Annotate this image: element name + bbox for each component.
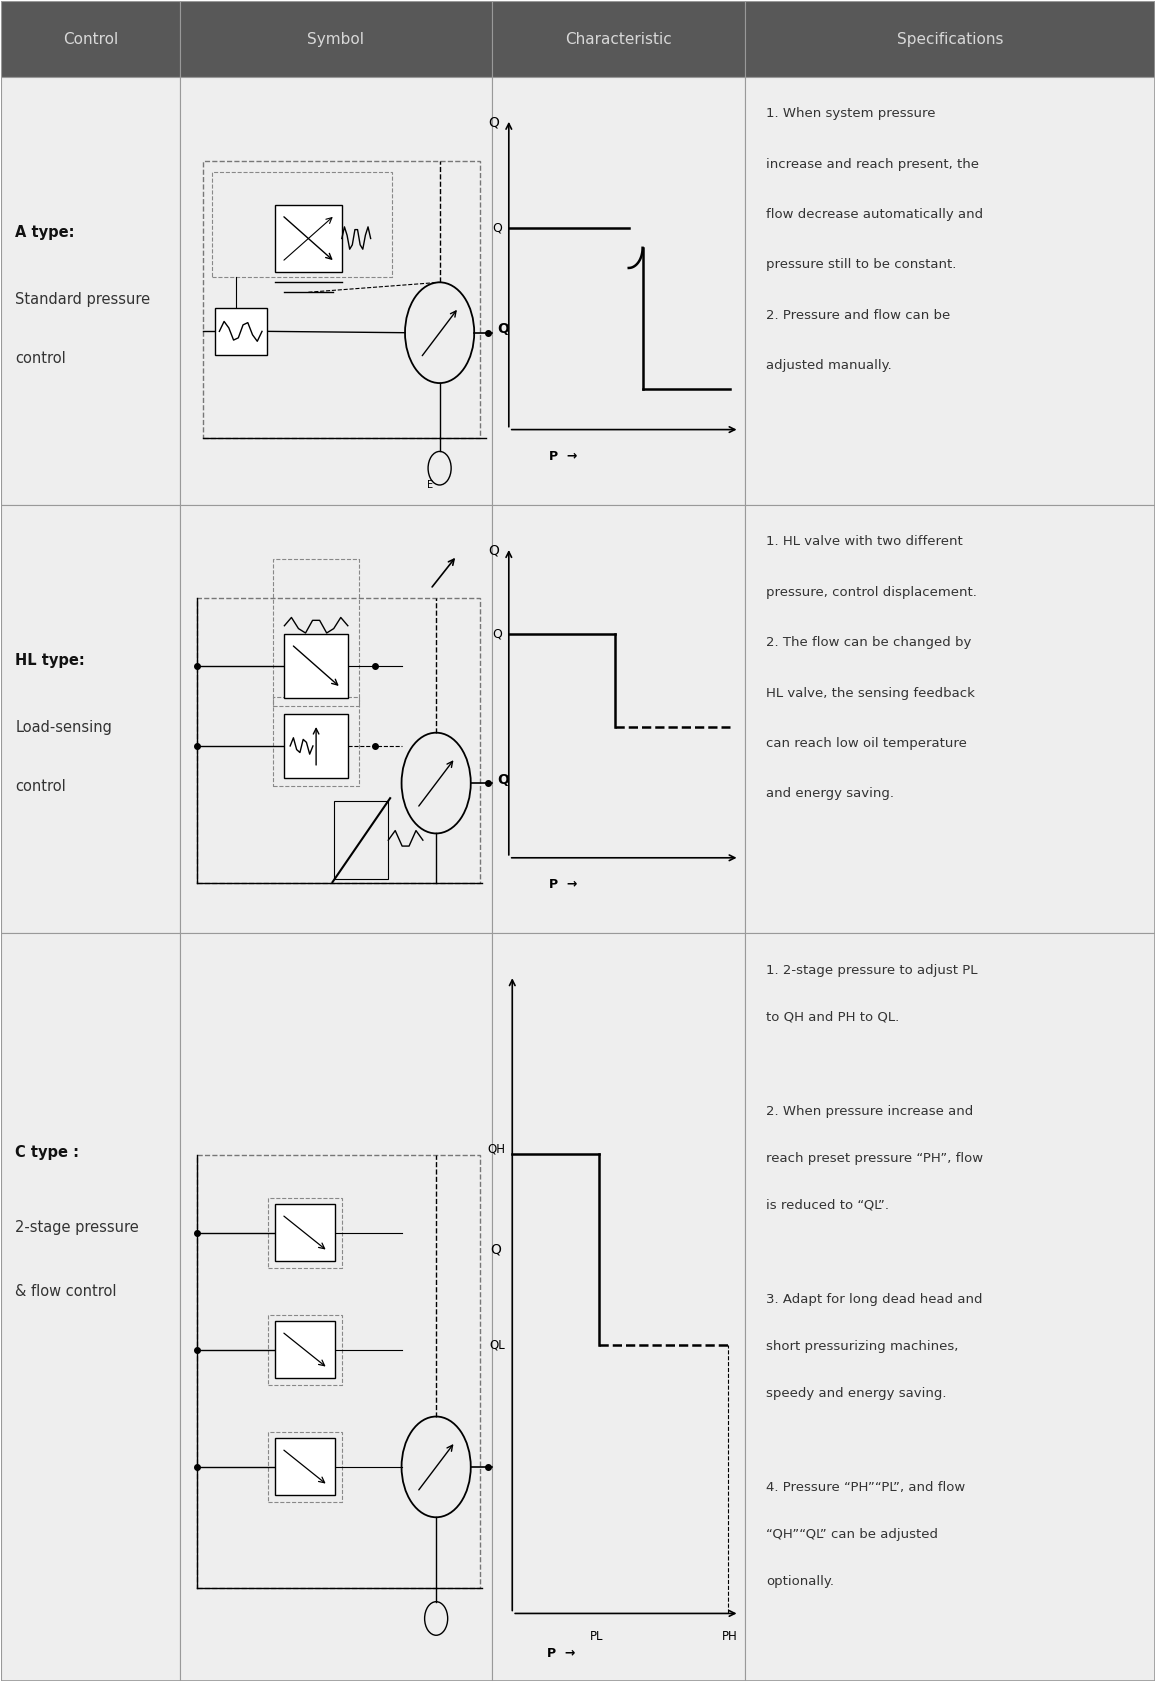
Bar (180, 934, 491, 1680)
Bar (180, 77, 491, 505)
Text: QH: QH (488, 1142, 505, 1156)
Text: optionally.: optionally. (766, 1574, 833, 1588)
Text: & flow control: & flow control (15, 1283, 117, 1299)
Bar (268, 1431, 342, 1502)
Text: reach preset pressure “PH”, flow: reach preset pressure “PH”, flow (766, 1152, 983, 1164)
Text: HL valve, the sensing feedback: HL valve, the sensing feedback (766, 686, 975, 700)
Text: QL: QL (490, 1339, 505, 1352)
Text: can reach low oil temperature: can reach low oil temperature (766, 737, 966, 750)
Text: 3. Adapt for long dead head and: 3. Adapt for long dead head and (766, 1293, 983, 1305)
Text: 2. When pressure increase and: 2. When pressure increase and (766, 1105, 973, 1117)
Bar (491, 934, 746, 1680)
Text: 1. HL valve with two different: 1. HL valve with two different (766, 535, 963, 548)
Bar (334, 801, 388, 880)
Text: Q: Q (490, 1243, 501, 1256)
Bar (198, 597, 480, 883)
Text: C type :: C type : (15, 1144, 80, 1159)
Text: P  →: P → (549, 878, 578, 891)
Bar (203, 161, 480, 437)
Text: PL: PL (590, 1630, 603, 1643)
Text: Standard pressure: Standard pressure (15, 293, 150, 306)
Text: pressure, control displacement.: pressure, control displacement. (766, 585, 977, 599)
Bar (180, 2, 491, 77)
Text: 2. Pressure and flow can be: 2. Pressure and flow can be (766, 309, 950, 321)
Text: A type:: A type: (15, 225, 75, 241)
Bar (275, 1438, 335, 1495)
Text: and energy saving.: and energy saving. (766, 787, 894, 801)
Text: control: control (15, 779, 66, 794)
Text: Symbol: Symbol (307, 32, 364, 47)
Text: P  →: P → (549, 449, 578, 463)
Bar (284, 634, 348, 698)
Bar (1, 505, 180, 934)
Bar (275, 1204, 335, 1262)
Text: Q: Q (492, 220, 502, 234)
Text: Q: Q (497, 323, 509, 336)
Text: control: control (15, 352, 66, 365)
Text: 1. 2-stage pressure to adjust PL: 1. 2-stage pressure to adjust PL (766, 964, 978, 977)
Bar (284, 715, 348, 777)
Text: P  →: P → (547, 1647, 576, 1660)
Text: 4. Pressure “PH”“PL”, and flow: 4. Pressure “PH”“PL”, and flow (766, 1480, 965, 1494)
Bar (491, 2, 746, 77)
Text: increase and reach present, the: increase and reach present, the (766, 158, 979, 170)
Bar (746, 77, 1155, 505)
Text: Q: Q (497, 772, 509, 787)
Text: E: E (428, 479, 434, 489)
Bar (1, 77, 180, 505)
Text: to QH and PH to QL.: to QH and PH to QL. (766, 1011, 899, 1024)
Bar (746, 2, 1155, 77)
Bar (275, 1322, 335, 1379)
Text: PH: PH (722, 1630, 738, 1643)
Text: 2. The flow can be changed by: 2. The flow can be changed by (766, 636, 971, 649)
Bar (213, 172, 392, 278)
Bar (491, 505, 746, 934)
Bar (746, 505, 1155, 934)
Text: Load-sensing: Load-sensing (15, 720, 112, 735)
Bar (273, 558, 360, 706)
Bar (180, 505, 491, 934)
Text: adjusted manually.: adjusted manually. (766, 358, 891, 372)
Text: 2-stage pressure: 2-stage pressure (15, 1219, 139, 1235)
Bar (1, 934, 180, 1680)
Text: is reduced to “QL”.: is reduced to “QL”. (766, 1199, 889, 1211)
Bar (491, 77, 746, 505)
Text: pressure still to be constant.: pressure still to be constant. (766, 259, 956, 271)
Bar (268, 1198, 342, 1268)
Text: “QH”“QL” can be adjusted: “QH”“QL” can be adjusted (766, 1527, 938, 1541)
Bar (1, 2, 180, 77)
Bar (746, 934, 1155, 1680)
Text: short pressurizing machines,: short pressurizing machines, (766, 1341, 958, 1352)
Bar (215, 308, 267, 355)
Text: Control: Control (64, 32, 118, 47)
Bar (275, 205, 342, 272)
Text: Specifications: Specifications (897, 32, 1003, 47)
Text: 1. When system pressure: 1. When system pressure (766, 108, 935, 119)
Text: speedy and energy saving.: speedy and energy saving. (766, 1386, 947, 1399)
Text: Q: Q (489, 543, 499, 558)
Text: Q: Q (489, 116, 499, 130)
Text: flow decrease automatically and: flow decrease automatically and (766, 209, 983, 220)
Text: HL type:: HL type: (15, 653, 86, 668)
Text: Characteristic: Characteristic (565, 32, 672, 47)
Bar (198, 1156, 480, 1588)
Bar (273, 698, 360, 785)
Text: Q: Q (492, 627, 502, 641)
Bar (268, 1315, 342, 1386)
